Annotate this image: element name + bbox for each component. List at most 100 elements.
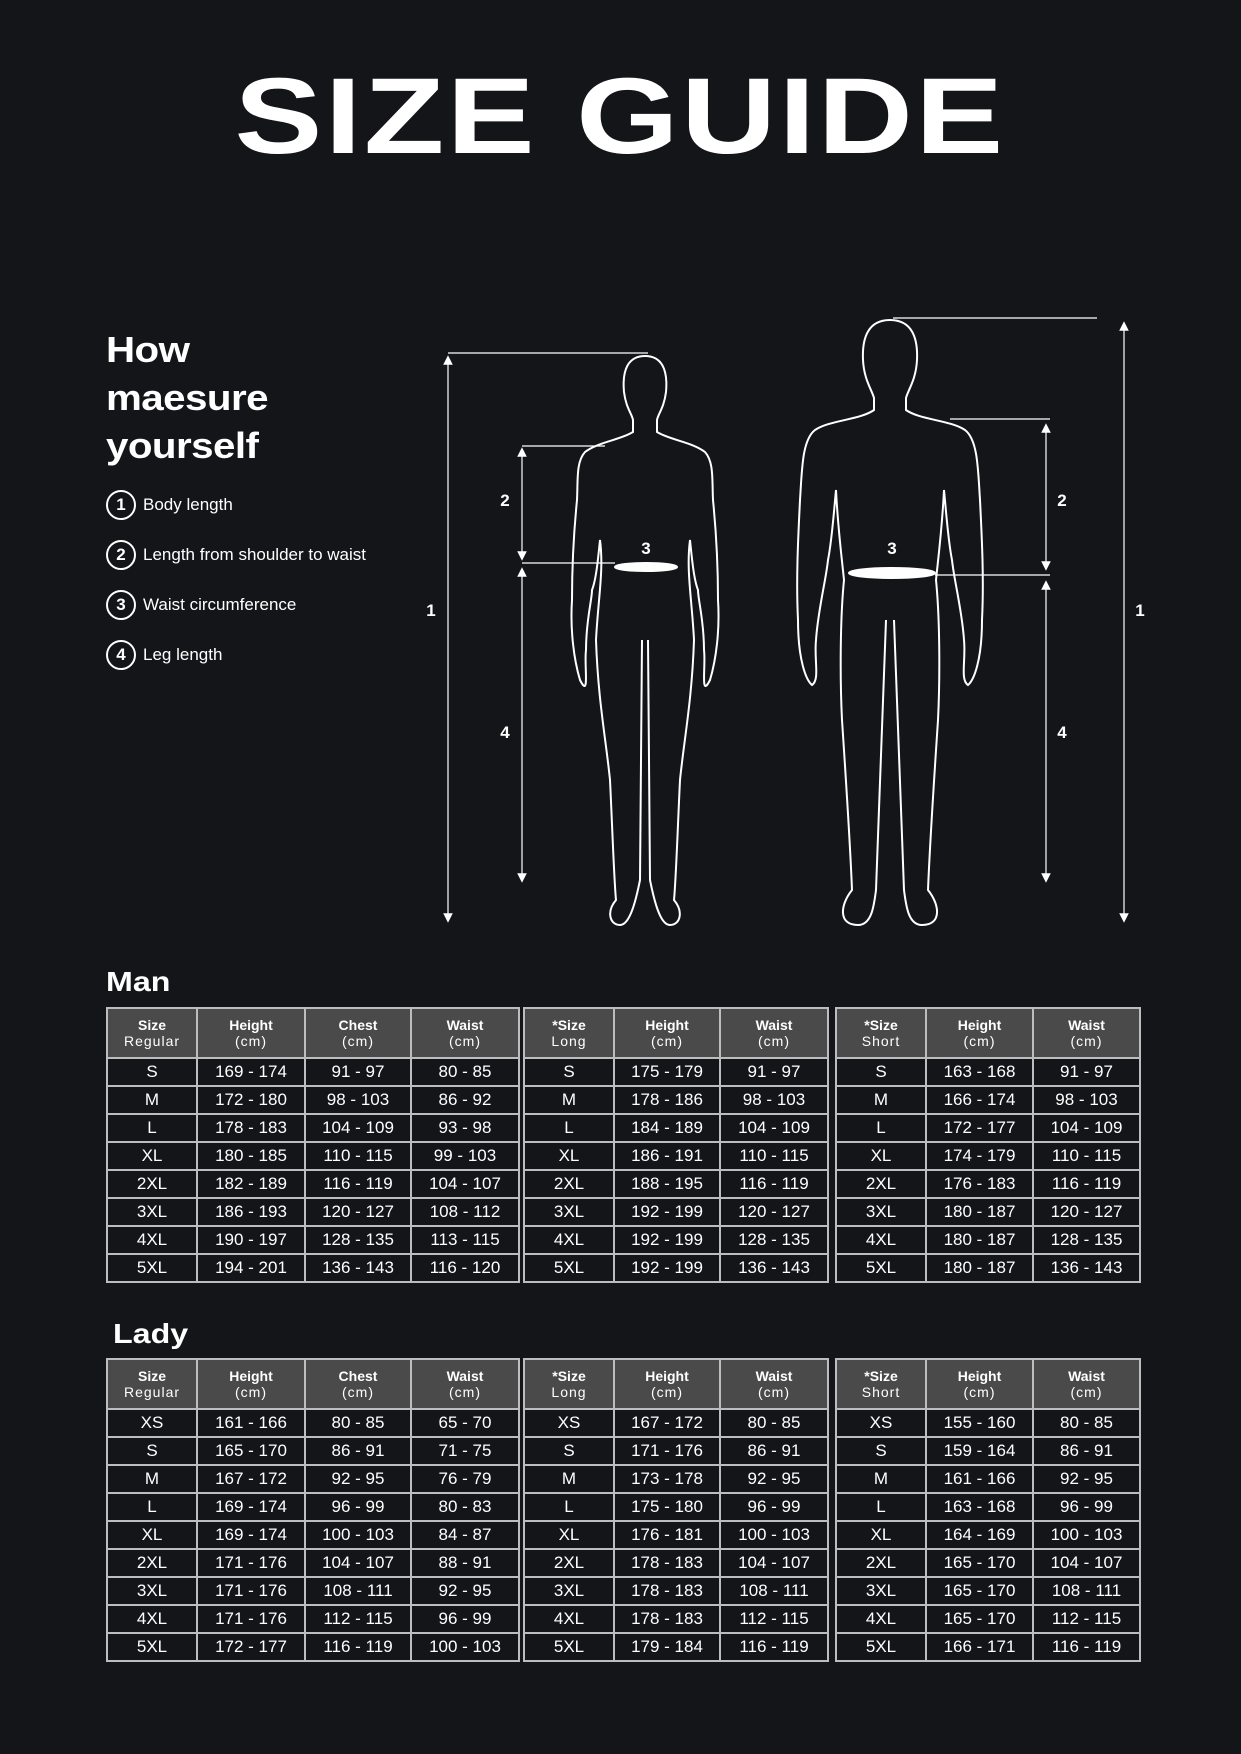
- step-waist: 3 Waist circumference: [106, 590, 366, 620]
- column-header: Waist (cm): [1032, 1358, 1141, 1410]
- table-cell: 112 - 115: [1032, 1604, 1141, 1634]
- table-cell: 100 - 103: [410, 1632, 520, 1662]
- table-row: 3XL 180 - 187 120 - 127: [835, 1197, 1141, 1227]
- column-header: Size Regular: [106, 1358, 198, 1410]
- table-row: 4XL 192 - 199 128 - 135: [523, 1225, 829, 1255]
- table-header-row: *Size Short Height (cm) Waist (cm): [835, 1358, 1141, 1410]
- table-cell: M: [523, 1464, 615, 1494]
- circled-number-icon: 2: [106, 540, 136, 570]
- table-cell: 108 - 111: [1032, 1576, 1141, 1606]
- table-row: 4XL 165 - 170 112 - 115: [835, 1604, 1141, 1634]
- table-cell: XL: [523, 1520, 615, 1550]
- table-row: 2XL 165 - 170 104 - 107: [835, 1548, 1141, 1578]
- table-cell: L: [106, 1113, 198, 1143]
- table-cell: 116 - 119: [304, 1632, 412, 1662]
- table-row: S 165 - 170 86 - 91 71 - 75: [106, 1436, 520, 1466]
- table-cell: 108 - 112: [410, 1197, 520, 1227]
- how-to-measure-heading: How maesure yourself: [106, 329, 269, 466]
- table-row: M 172 - 180 98 - 103 86 - 92: [106, 1085, 520, 1115]
- column-header: Size Regular: [106, 1007, 198, 1059]
- table-cell: S: [523, 1436, 615, 1466]
- table-header-row: *Size Short Height (cm) Waist (cm): [835, 1007, 1141, 1059]
- table-cell: L: [835, 1113, 927, 1143]
- table-cell: 194 - 201: [196, 1253, 306, 1283]
- table-cell: 2XL: [523, 1169, 615, 1199]
- table-row: XL 169 - 174 100 - 103 84 - 87: [106, 1520, 520, 1550]
- table-cell: 3XL: [835, 1197, 927, 1227]
- table-cell: 80 - 83: [410, 1492, 520, 1522]
- table-cell: 176 - 183: [925, 1169, 1034, 1199]
- table-cell: 104 - 109: [719, 1113, 829, 1143]
- column-header: Waist (cm): [410, 1007, 520, 1059]
- table-cell: 180 - 187: [925, 1253, 1034, 1283]
- table-row: XL 186 - 191 110 - 115: [523, 1141, 829, 1171]
- table-cell: 2XL: [835, 1169, 927, 1199]
- table-cell: 5XL: [835, 1253, 927, 1283]
- table-cell: M: [835, 1085, 927, 1115]
- table-cell: 178 - 186: [613, 1085, 721, 1115]
- table-cell: 186 - 191: [613, 1141, 721, 1171]
- table-cell: 2XL: [106, 1548, 198, 1578]
- table-cell: 104 - 109: [1032, 1113, 1141, 1143]
- table-cell: 174 - 179: [925, 1141, 1034, 1171]
- column-header: Height (cm): [196, 1358, 306, 1410]
- table-row: 3XL 192 - 199 120 - 127: [523, 1197, 829, 1227]
- table-cell: 171 - 176: [196, 1576, 306, 1606]
- table-cell: 92 - 95: [719, 1464, 829, 1494]
- table-cell: 5XL: [835, 1632, 927, 1662]
- table-cell: 2XL: [835, 1548, 927, 1578]
- table-row: 2XL 178 - 183 104 - 107: [523, 1548, 829, 1578]
- table-cell: 166 - 174: [925, 1085, 1034, 1115]
- table-cell: 116 - 120: [410, 1253, 520, 1283]
- table-row: L 163 - 168 96 - 99: [835, 1492, 1141, 1522]
- table-cell: 165 - 170: [925, 1604, 1034, 1634]
- label-4: 4: [1057, 723, 1067, 742]
- table-cell: 4XL: [523, 1604, 615, 1634]
- table-cell: 104 - 107: [410, 1169, 520, 1199]
- lady-size-table-regular: Size Regular Height (cm) Chest (cm) Waist (cm) X…: [106, 1358, 520, 1662]
- table-header-row: *Size Long Height (cm) Waist (cm): [523, 1007, 829, 1059]
- table-cell: 98 - 103: [719, 1085, 829, 1115]
- table-cell: 5XL: [523, 1632, 615, 1662]
- table-cell: XL: [523, 1141, 615, 1171]
- table-cell: 96 - 99: [719, 1492, 829, 1522]
- table-row: 4XL 178 - 183 112 - 115: [523, 1604, 829, 1634]
- man-silhouette: [796, 319, 984, 927]
- table-cell: 192 - 199: [613, 1197, 721, 1227]
- column-header: Waist (cm): [719, 1007, 829, 1059]
- table-row: 3XL 186 - 193 120 - 127 108 - 112: [106, 1197, 520, 1227]
- table-cell: 96 - 99: [410, 1604, 520, 1634]
- table-cell: 163 - 168: [925, 1492, 1034, 1522]
- table-cell: 165 - 170: [196, 1436, 306, 1466]
- table-cell: 104 - 109: [304, 1113, 412, 1143]
- table-header-row: *Size Long Height (cm) Waist (cm): [523, 1358, 829, 1410]
- table-cell: 165 - 170: [925, 1548, 1034, 1578]
- table-row: S 159 - 164 86 - 91: [835, 1436, 1141, 1466]
- table-cell: 116 - 119: [1032, 1632, 1141, 1662]
- table-cell: 99 - 103: [410, 1141, 520, 1171]
- column-header: Waist (cm): [719, 1358, 829, 1410]
- table-row: M 167 - 172 92 - 95 76 - 79: [106, 1464, 520, 1494]
- table-cell: 110 - 115: [719, 1141, 829, 1171]
- table-cell: 86 - 91: [719, 1436, 829, 1466]
- table-cell: 80 - 85: [719, 1408, 829, 1438]
- table-row: 5XL 179 - 184 116 - 119: [523, 1632, 829, 1662]
- table-cell: 136 - 143: [719, 1253, 829, 1283]
- table-row: M 178 - 186 98 - 103: [523, 1085, 829, 1115]
- table-cell: 167 - 172: [613, 1408, 721, 1438]
- waist-marker: [614, 562, 678, 572]
- table-cell: 76 - 79: [410, 1464, 520, 1494]
- table-cell: 116 - 119: [1032, 1169, 1141, 1199]
- table-cell: L: [523, 1113, 615, 1143]
- table-row: XS 161 - 166 80 - 85 65 - 70: [106, 1408, 520, 1438]
- table-cell: 112 - 115: [304, 1604, 412, 1634]
- table-header-row: Size Regular Height (cm) Chest (cm) Waist (cm): [106, 1007, 520, 1059]
- column-header: Waist (cm): [410, 1358, 520, 1410]
- table-cell: 173 - 178: [613, 1464, 721, 1494]
- table-row: 3XL 178 - 183 108 - 111: [523, 1576, 829, 1606]
- table-row: XL 174 - 179 110 - 115: [835, 1141, 1141, 1171]
- table-cell: 91 - 97: [304, 1057, 412, 1087]
- table-cell: 93 - 98: [410, 1113, 520, 1143]
- table-cell: 178 - 183: [196, 1113, 306, 1143]
- table-cell: 128 - 135: [304, 1225, 412, 1255]
